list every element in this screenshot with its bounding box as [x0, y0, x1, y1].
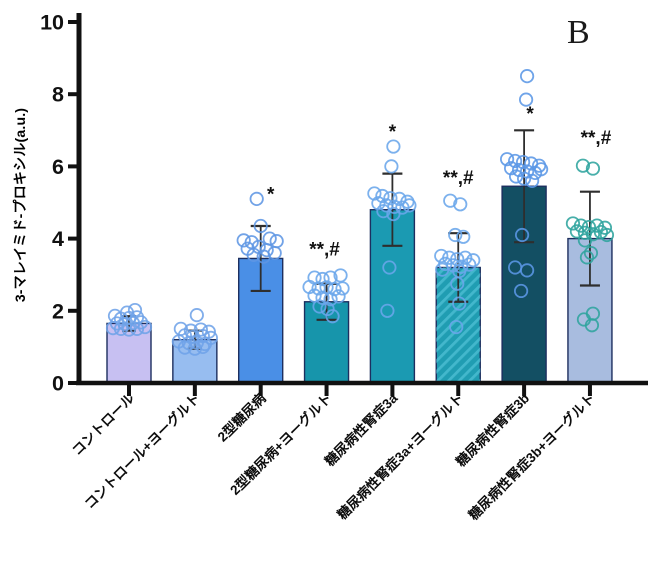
data-point	[177, 340, 192, 355]
data-point	[518, 92, 534, 107]
data-point	[320, 301, 335, 317]
data-point	[458, 250, 473, 265]
y-tick-label: 4	[52, 227, 64, 251]
data-point	[585, 161, 601, 176]
data-point	[513, 283, 529, 299]
significance-marker: *	[526, 104, 534, 125]
data-point	[312, 299, 327, 314]
data-point	[315, 271, 330, 287]
data-point	[524, 173, 540, 188]
data-point	[380, 303, 395, 318]
y-axis-title: 3-マレイミド-プロキシル(a.u.)	[12, 107, 28, 303]
category-label: コントロール+ヨーグルト	[81, 390, 203, 512]
data-point	[507, 153, 523, 169]
bar	[303, 301, 350, 385]
category-label: 糖尿病性腎症3a+ヨーグルト	[334, 390, 467, 523]
data-point	[448, 227, 463, 243]
y-tick-label: 10	[40, 11, 64, 35]
data-point	[187, 341, 202, 356]
data-point	[193, 322, 208, 337]
significance-marker: *	[389, 122, 397, 143]
data-point	[256, 249, 271, 264]
data-point	[569, 224, 585, 239]
data-point	[516, 171, 532, 186]
y-tick-label: 0	[52, 372, 64, 396]
data-point	[325, 309, 340, 324]
data-point	[384, 159, 399, 174]
y-tick-label: 8	[52, 83, 64, 107]
significance-marker: *	[267, 185, 275, 206]
y-tick-label: 6	[52, 155, 64, 179]
data-point	[597, 220, 613, 235]
y-tick-label: 2	[52, 299, 64, 323]
data-point	[565, 216, 581, 231]
data-point	[195, 339, 210, 354]
data-point	[499, 152, 515, 167]
data-point	[514, 227, 530, 243]
data-point	[382, 260, 397, 275]
data-point	[462, 257, 477, 272]
data-point	[508, 169, 524, 184]
data-point	[246, 247, 261, 262]
data-point	[519, 69, 535, 84]
data-point	[453, 197, 468, 212]
data-point	[335, 281, 350, 296]
data-point	[402, 198, 417, 213]
data-point	[109, 316, 125, 331]
significance-marker: **,#	[443, 168, 474, 189]
data-point	[577, 225, 593, 240]
category-label: 2型糖尿病	[214, 389, 269, 444]
data-point	[575, 158, 591, 173]
data-point	[583, 245, 599, 261]
data-point	[434, 248, 449, 264]
data-point	[376, 204, 391, 219]
data-point	[449, 319, 464, 335]
data-point	[584, 318, 600, 333]
data-point	[579, 250, 595, 265]
data-point	[456, 229, 471, 244]
data-point	[577, 233, 593, 248]
data-point	[375, 188, 390, 204]
data-point	[466, 253, 481, 268]
data-point	[127, 302, 143, 318]
data-point	[383, 191, 398, 206]
data-point	[452, 296, 467, 311]
data-point	[262, 231, 277, 246]
category-label: コントロール	[69, 390, 137, 458]
data-point	[249, 191, 264, 206]
data-point	[519, 263, 535, 278]
data-point	[599, 227, 615, 243]
figure-label: B	[567, 14, 590, 51]
significance-marker: **,#	[581, 128, 612, 149]
data-point	[269, 234, 284, 249]
significance-marker: **,#	[309, 239, 340, 260]
data-point	[392, 191, 407, 206]
category-label: 糖尿病性腎症3b+ヨーグルト	[465, 390, 598, 523]
data-point	[386, 206, 401, 222]
data-point	[236, 233, 251, 248]
data-point	[119, 305, 135, 320]
data-point	[323, 292, 338, 307]
data-point	[515, 154, 531, 170]
data-point	[311, 281, 326, 296]
data-point	[331, 289, 346, 304]
data-point	[189, 308, 204, 323]
data-point	[443, 193, 458, 208]
data-point	[450, 276, 465, 291]
data-point	[533, 162, 549, 177]
data-point	[253, 218, 268, 234]
data-point	[386, 139, 401, 154]
data-point	[259, 243, 274, 258]
data-point	[435, 262, 450, 277]
data-point	[371, 196, 386, 211]
